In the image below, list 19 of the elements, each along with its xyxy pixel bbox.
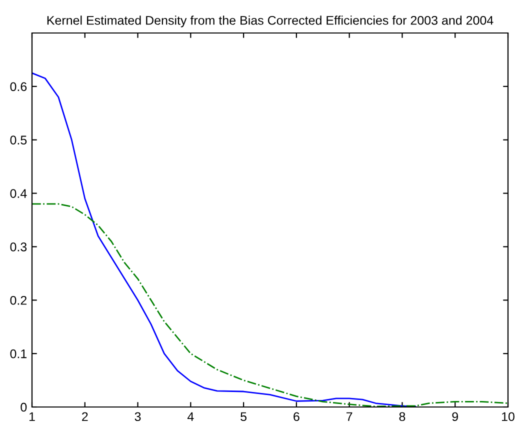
- x-tick-label: 7: [346, 412, 352, 421]
- y-tick-label: 0.4: [10, 189, 27, 198]
- y-tick-label: 0.2: [10, 296, 27, 305]
- x-tick-label: 8: [399, 412, 406, 422]
- y-tick-label: 0.6: [10, 82, 27, 92]
- chart-title: Kernel Estimated Density from the Bias Corrected Efficiencies for 2003 and 2004: [47, 16, 494, 28]
- x-tick-label: 10: [502, 412, 514, 422]
- y-tick-label: 0: [20, 402, 27, 412]
- y-tick-label: 0.5: [10, 136, 27, 145]
- x-tick-label: 9: [452, 412, 458, 422]
- x-tick-label: 2: [82, 412, 88, 421]
- x-tick-label: 5: [240, 412, 247, 422]
- x-tick-label: 6: [294, 412, 300, 422]
- x-tick-label: 3: [134, 412, 141, 422]
- line-series: [32, 72, 416, 407]
- y-tick-label: 0.3: [10, 242, 27, 252]
- x-tick-label: 4: [187, 412, 194, 421]
- y-tick-label: 0.1: [10, 349, 27, 358]
- x-tick-label: 1: [29, 412, 35, 421]
